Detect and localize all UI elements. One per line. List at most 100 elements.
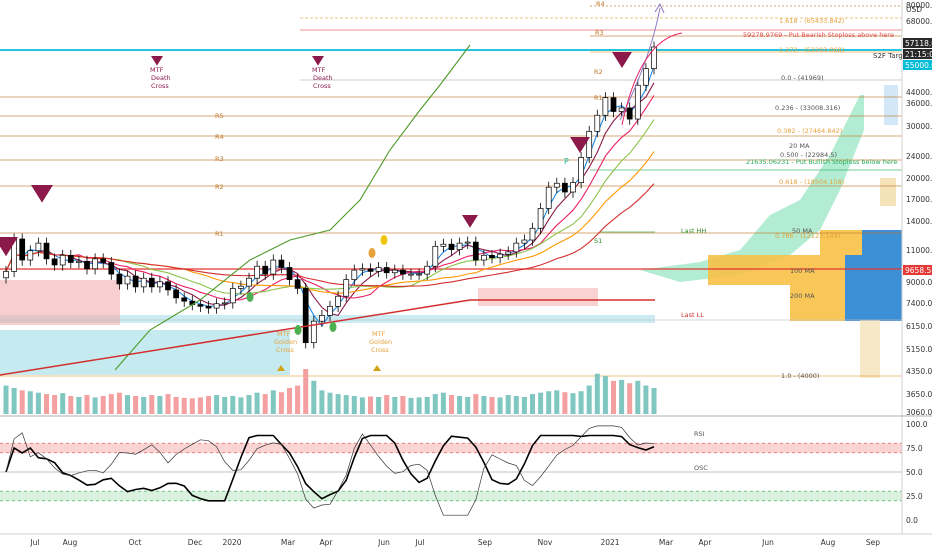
candle[interactable] bbox=[497, 253, 503, 259]
candle[interactable] bbox=[432, 245, 439, 267]
candle[interactable] bbox=[562, 182, 568, 193]
candle[interactable] bbox=[643, 68, 649, 86]
candle[interactable] bbox=[229, 288, 236, 304]
candle[interactable] bbox=[213, 303, 220, 309]
time-tick-label: Aug bbox=[821, 538, 836, 547]
candle[interactable] bbox=[651, 46, 657, 69]
candle[interactable] bbox=[448, 243, 455, 250]
candle[interactable] bbox=[626, 107, 633, 120]
fib-label: 0.500 - (22984.5) bbox=[780, 151, 837, 159]
candle[interactable] bbox=[157, 281, 163, 288]
candle[interactable] bbox=[51, 258, 58, 266]
candle[interactable] bbox=[76, 260, 82, 263]
candle[interactable] bbox=[3, 271, 9, 279]
pivot-label: R2 bbox=[215, 183, 224, 191]
candle[interactable] bbox=[43, 242, 50, 260]
candle[interactable] bbox=[165, 281, 171, 291]
price-tick-label: 11000.0 bbox=[906, 246, 932, 255]
candle[interactable] bbox=[570, 182, 576, 193]
candle[interactable] bbox=[578, 157, 584, 183]
candle[interactable] bbox=[529, 227, 536, 241]
s2f-line bbox=[114, 44, 471, 371]
candle[interactable] bbox=[456, 242, 463, 250]
volume-bar bbox=[254, 392, 260, 414]
candle[interactable] bbox=[173, 289, 179, 299]
candle[interactable] bbox=[505, 251, 512, 255]
candle[interactable] bbox=[464, 241, 471, 244]
candle[interactable] bbox=[416, 273, 422, 276]
candle[interactable] bbox=[116, 273, 123, 285]
candle[interactable] bbox=[148, 277, 155, 288]
candle[interactable] bbox=[35, 242, 42, 252]
oscillator-tick-label: 75.0 bbox=[906, 444, 923, 453]
candle[interactable] bbox=[246, 277, 252, 287]
candle[interactable] bbox=[278, 259, 285, 268]
candle[interactable] bbox=[400, 269, 406, 275]
candle[interactable] bbox=[197, 304, 204, 307]
candle[interactable] bbox=[594, 114, 601, 132]
candle[interactable] bbox=[481, 254, 487, 261]
candle[interactable] bbox=[545, 186, 552, 209]
candle[interactable] bbox=[335, 295, 341, 307]
candle[interactable] bbox=[310, 320, 317, 344]
candle[interactable] bbox=[359, 268, 366, 271]
volume-bar bbox=[586, 385, 592, 414]
candle[interactable] bbox=[19, 238, 26, 261]
support-zone bbox=[0, 315, 655, 323]
candle[interactable] bbox=[124, 275, 131, 285]
candle[interactable] bbox=[92, 258, 98, 270]
candle[interactable] bbox=[472, 241, 479, 261]
candle[interactable] bbox=[27, 250, 34, 261]
candle[interactable] bbox=[343, 279, 350, 297]
candle[interactable] bbox=[294, 279, 301, 289]
oscillator-pane[interactable] bbox=[0, 425, 902, 516]
candle[interactable] bbox=[521, 239, 528, 244]
candle[interactable] bbox=[140, 277, 147, 288]
volume-bar bbox=[546, 391, 552, 414]
candle[interactable] bbox=[513, 242, 520, 253]
price-tick-label: 17000.0 bbox=[906, 195, 932, 204]
candle[interactable] bbox=[59, 254, 66, 266]
candle[interactable] bbox=[302, 288, 309, 344]
oscillator-axis[interactable]: 100.0 75.0 50.0 25.0 0.0 bbox=[906, 420, 928, 525]
candle[interactable] bbox=[327, 305, 333, 316]
candle[interactable] bbox=[586, 130, 593, 158]
candle[interactable] bbox=[84, 260, 90, 270]
candle[interactable] bbox=[618, 107, 625, 112]
candle[interactable] bbox=[424, 265, 431, 275]
candle[interactable] bbox=[108, 262, 115, 275]
candle[interactable] bbox=[351, 269, 358, 280]
candle[interactable] bbox=[270, 259, 277, 275]
price-tick-label: 6150.0 bbox=[906, 322, 932, 331]
candle[interactable] bbox=[634, 84, 641, 120]
candle[interactable] bbox=[537, 208, 544, 229]
signal-dot-icon bbox=[380, 235, 388, 245]
candle[interactable] bbox=[610, 97, 617, 112]
candle[interactable] bbox=[367, 268, 374, 272]
candle[interactable] bbox=[440, 243, 447, 247]
death-cross-label: MTF Death Cross bbox=[312, 66, 333, 90]
candle[interactable] bbox=[254, 265, 260, 279]
volume-bar bbox=[457, 396, 463, 414]
candle[interactable] bbox=[383, 267, 390, 274]
price-pane[interactable] bbox=[0, 2, 902, 414]
price-axis[interactable]: 80000.0 68000.0 44000.0 36000.0 30000.0 24000… bbox=[906, 1, 932, 417]
candle[interactable] bbox=[553, 182, 560, 188]
candle[interactable] bbox=[375, 267, 382, 272]
candle[interactable] bbox=[67, 254, 74, 263]
candle[interactable] bbox=[181, 297, 188, 302]
candle[interactable] bbox=[391, 269, 398, 274]
candle[interactable] bbox=[602, 97, 609, 116]
candle[interactable] bbox=[238, 285, 244, 289]
candle[interactable] bbox=[489, 254, 495, 259]
candle[interactable] bbox=[319, 315, 325, 322]
candle[interactable] bbox=[221, 302, 228, 305]
candle[interactable] bbox=[132, 275, 139, 288]
candle[interactable] bbox=[262, 265, 269, 275]
candle[interactable] bbox=[286, 267, 293, 280]
time-axis[interactable]: Jul Aug Oct Dec 2020 Mar Apr Jun Jul Sep Nov 2021 Ma… bbox=[29, 538, 880, 547]
candle[interactable] bbox=[408, 273, 414, 276]
candle[interactable] bbox=[100, 258, 107, 263]
candle[interactable] bbox=[205, 305, 212, 309]
